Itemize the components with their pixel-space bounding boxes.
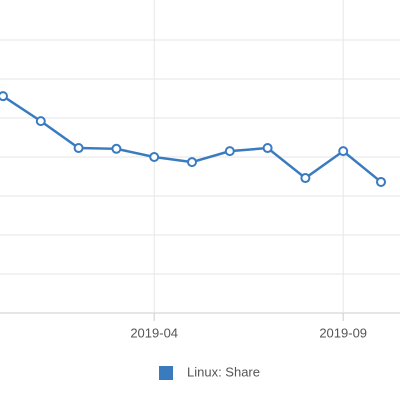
x-tick-label: 2019-04 (130, 325, 178, 340)
point (262, 143, 273, 154)
point (224, 146, 235, 157)
x-tick-label: 2019-09 (319, 325, 367, 340)
point (0, 91, 8, 102)
point (376, 176, 386, 187)
point (73, 143, 84, 154)
point (300, 173, 311, 184)
point (149, 152, 160, 162)
point (111, 143, 122, 154)
legend-label: Linux: Share (187, 364, 260, 379)
legend-swatch (159, 366, 173, 380)
point (35, 116, 46, 127)
point (338, 146, 349, 157)
point (187, 157, 197, 168)
